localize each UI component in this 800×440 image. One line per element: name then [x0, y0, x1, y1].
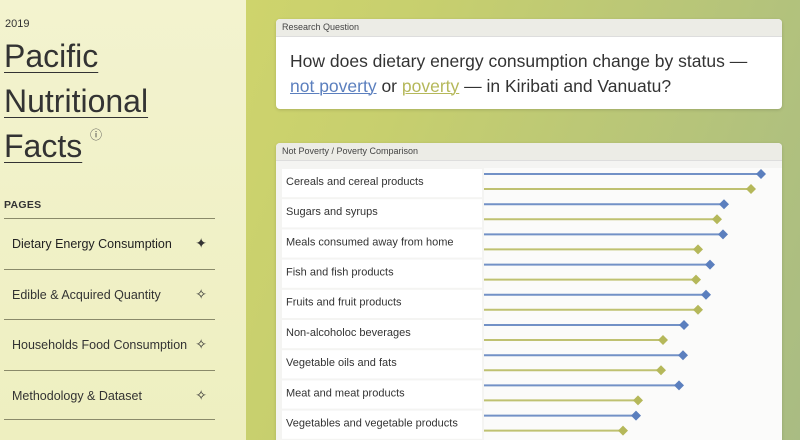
pages-heading: PAGES: [4, 199, 42, 211]
nav-icon: ✧: [195, 285, 207, 302]
year: 2019: [5, 18, 30, 30]
lollipop-marker: [678, 350, 688, 361]
row-label-cell: [282, 289, 482, 318]
sidebar: 2019 Pacific Nutritional Facts ⓘ PAGES D…: [0, 0, 246, 440]
nav-item[interactable]: Dietary Energy Consumption ✦: [4, 218, 215, 268]
category-label: Cereals and cereal products: [286, 176, 424, 188]
lollipop-marker: [693, 304, 703, 315]
lollipop-marker: [701, 289, 711, 300]
lollipop-marker: [719, 199, 729, 210]
nav-item[interactable]: Methodology & Dataset ✧: [4, 369, 215, 420]
nav-label: Methodology & Dataset: [12, 388, 142, 403]
chart: Cereals and cereal products Sugars and sy…: [276, 161, 782, 440]
lollipop-marker: [631, 410, 641, 421]
category-label: Vegetables and vegetable products: [286, 418, 458, 430]
row-label-cell: [282, 350, 482, 379]
lollipop-marker: [656, 365, 666, 376]
category-label: Vegetable oils and fats: [286, 357, 397, 369]
nav-icon: ✧: [195, 336, 207, 352]
category-label: Meat and meat products: [286, 387, 405, 399]
lollipop-marker: [633, 395, 643, 406]
row-label-cell: [282, 169, 482, 198]
lollipop-marker: [691, 274, 701, 285]
question-text: — in Kiribati and Vanuatu?: [464, 76, 672, 96]
lollipop-marker: [756, 169, 766, 179]
title-line: Facts: [4, 128, 83, 164]
row-label-cell: [282, 410, 482, 439]
title-line: Pacific: [4, 38, 99, 74]
category-label: Fruits and fruit products: [286, 297, 402, 309]
info-icon[interactable]: ⓘ: [90, 128, 103, 142]
nav-icon: ✦: [195, 235, 207, 251]
row-label-cell: [282, 320, 482, 349]
chart-card: Not Poverty / Poverty Comparison Cereals…: [276, 143, 782, 440]
nav-label: Households Food Consumption: [12, 338, 188, 352]
category-label: Meals consumed away from home: [286, 236, 454, 248]
research-question: How does dietary energy consumption chan…: [276, 37, 782, 99]
category-label: Non-alcoholoc beverages: [286, 327, 411, 339]
nav-item[interactable]: Edible & Acquired Quantity ✧: [4, 268, 215, 319]
row-label-cell: [282, 259, 482, 288]
lollipop-marker: [746, 184, 756, 194]
lollipop-marker: [618, 425, 628, 436]
category-label: Fish and fish products: [286, 267, 394, 279]
card-header: Research Question: [276, 19, 782, 37]
nav-label: Edible & Acquired Quantity: [12, 287, 161, 302]
lollipop-marker: [658, 335, 668, 345]
category-label: Sugars and syrups: [286, 206, 378, 218]
lollipop-marker: [705, 259, 715, 270]
row-label-cell: [282, 380, 482, 409]
legend-link[interactable]: not poverty: [290, 76, 377, 96]
title-line: Nutritional: [4, 83, 149, 119]
row-label-cell: [282, 199, 482, 228]
nav-icon: ✧: [195, 386, 207, 403]
card-header: Not Poverty / Poverty Comparison: [276, 143, 782, 161]
lollipop-marker: [718, 229, 728, 240]
nav-label: Dietary Energy Consumption: [12, 237, 172, 251]
question-text: or: [381, 76, 398, 96]
app-title[interactable]: Pacific Nutritional Facts: [4, 34, 148, 169]
question-text: How does dietary energy consumption chan…: [290, 51, 748, 71]
lollipop-marker: [679, 320, 689, 330]
research-card: Research Question How does dietary energ…: [276, 19, 782, 109]
row-label-cell: [282, 229, 482, 258]
legend-link[interactable]: poverty: [401, 76, 460, 96]
plot-area: [484, 168, 782, 440]
lollipop-marker: [712, 214, 722, 225]
nav-item[interactable]: Households Food Consumption ✧: [4, 319, 215, 369]
lollipop-marker: [693, 244, 703, 255]
lollipop-marker: [674, 380, 684, 391]
